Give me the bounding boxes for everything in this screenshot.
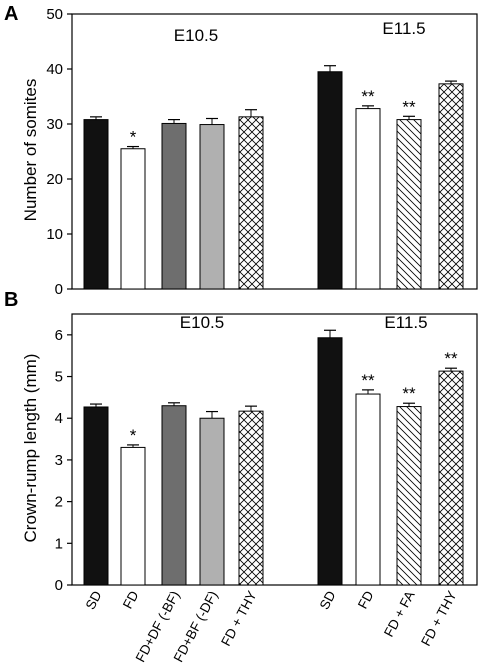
panel-a-significance-mark: ** [402, 97, 416, 116]
panel-b-bar [120, 446, 146, 586]
panel-a-ytick-label: 30 [46, 116, 63, 133]
panel-b-significance-mark: ** [402, 384, 416, 403]
panel-b-bars: ******* [83, 329, 464, 586]
panel-b-ytick-label: 5 [55, 369, 63, 386]
panel-a-group-label-e10: E10.5 [174, 26, 218, 45]
panel-b-bar [396, 406, 422, 586]
panel-a-bar [120, 148, 146, 290]
panel-a-bar [396, 119, 422, 290]
panel-b-ytick-label: 6 [55, 327, 63, 344]
panel-b-plot-frame [71, 313, 478, 586]
category-label: FD + THY [418, 588, 459, 648]
panel-b-ylabel: Crown-rump length (mm) [21, 354, 40, 543]
panel-a-bar [438, 83, 464, 290]
category-label: SD [83, 588, 105, 612]
category-label: SD [317, 588, 339, 612]
panel-b-significance-mark: ** [361, 371, 375, 390]
panel-a-ytick-label: 40 [46, 61, 63, 78]
panel-a-significance-mark: ** [361, 87, 375, 106]
panel-a-ytick-label: 0 [55, 281, 63, 298]
panel-a-group-label-e11: E11.5 [382, 19, 425, 38]
panel-b-bar [83, 406, 109, 586]
panel-a-bar [83, 119, 109, 290]
panel-a-significance-mark: * [130, 128, 137, 147]
panel-b-bar [355, 393, 381, 586]
panel-b-bar [161, 405, 187, 586]
panel-b-significance-mark: * [130, 426, 137, 445]
panel-b-ytick-label: 0 [55, 577, 63, 594]
category-label: FD [355, 588, 377, 611]
panel-a-bar [317, 71, 343, 290]
category-label: FD [120, 588, 142, 611]
panel-a-ytick-label: 50 [46, 6, 63, 23]
panel-b-group-label-e11: E11.5 [384, 313, 427, 332]
panel-b-bar [438, 370, 464, 586]
panel-a-bars: ***** [83, 65, 464, 290]
panel-a-axes: 0 10 20 30 40 50 [46, 6, 478, 298]
panel-b-axes: 0 1 2 3 4 5 6 [55, 313, 478, 594]
panel-b-letter: B [4, 289, 18, 311]
panel-b-ytick-label: 2 [55, 494, 63, 511]
panel-a-ytick-label: 20 [46, 171, 63, 188]
panel-a-ylabel: Number of somites [21, 79, 40, 222]
panel-a-ytick-label: 10 [46, 226, 63, 243]
panel-a-bar [161, 122, 187, 290]
panel-a-letter: A [4, 3, 18, 25]
panel-a-bar [238, 116, 264, 290]
panel-b-ytick-label: 3 [55, 452, 63, 469]
panel-a-bar [199, 124, 225, 290]
panel-b-significance-mark: ** [444, 349, 458, 368]
category-label: FD + THY [218, 588, 259, 648]
panel-b-bar [199, 417, 225, 586]
panel-a-plot-frame [71, 13, 478, 290]
panel-b-bar [238, 410, 264, 586]
panel-b-group-label-e10: E10.5 [180, 313, 224, 332]
panel-b-bar [317, 337, 343, 586]
panel-b-ytick-label: 4 [55, 410, 63, 427]
category-label: FD + FA [381, 588, 418, 639]
panel-a-bar [355, 108, 381, 290]
panel-b-ytick-label: 1 [55, 535, 63, 552]
